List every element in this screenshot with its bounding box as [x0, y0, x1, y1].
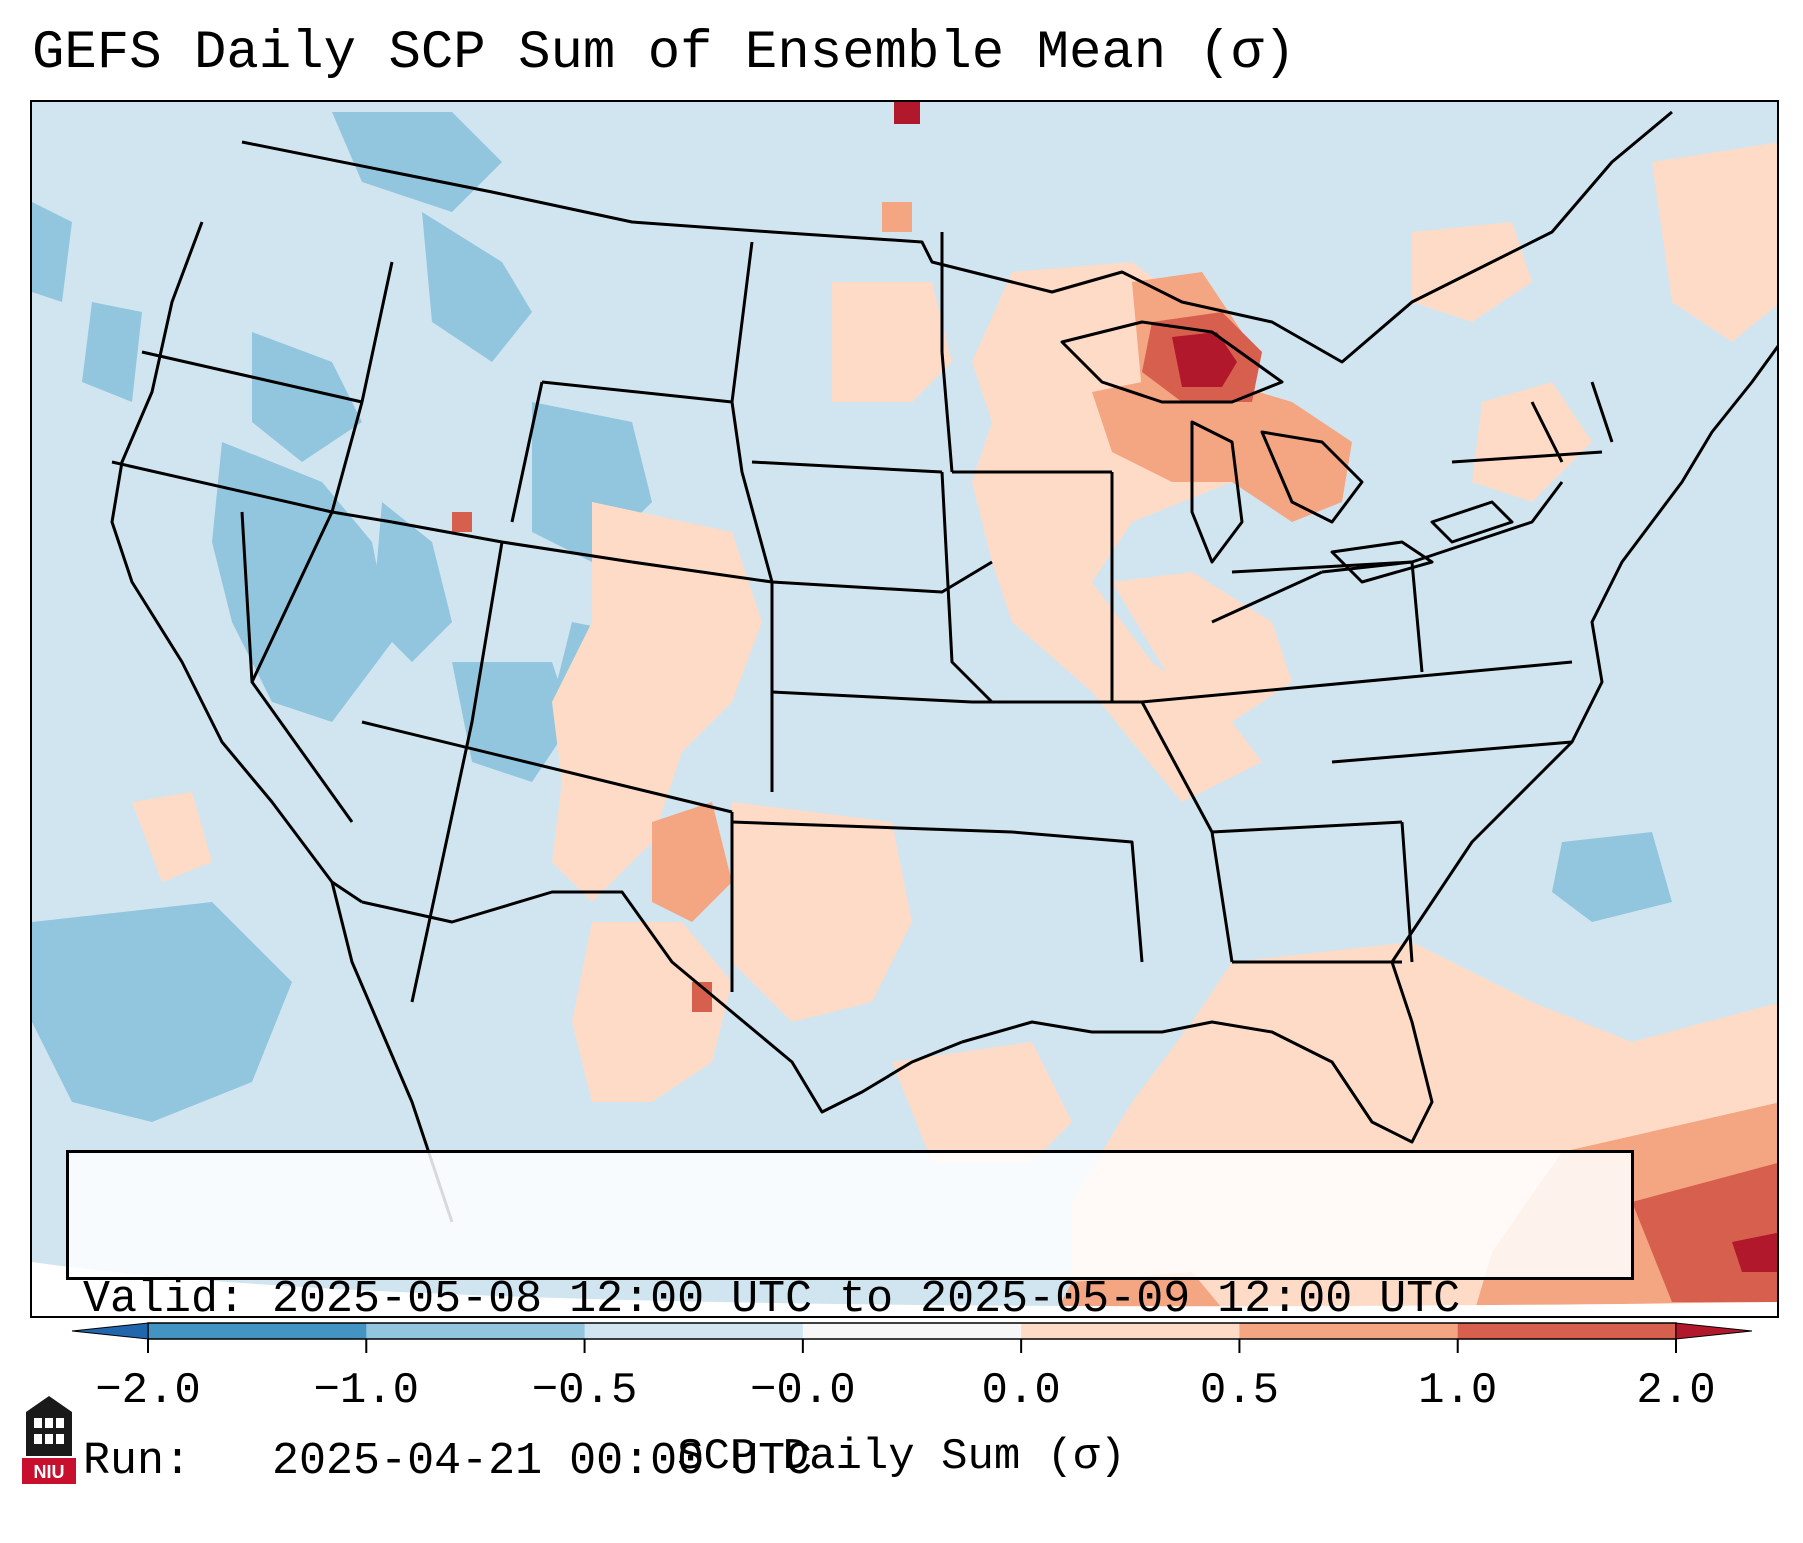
colorbar-high-extend	[1675, 1322, 1752, 1340]
run-row: Run: 2025-04-21 00:00 UTC	[83, 1435, 1617, 1489]
map-title: GEFS Daily SCP Sum of Ensemble Mean (σ)	[32, 23, 1296, 84]
colorbar-segments	[147, 1322, 1677, 1340]
colorbar-segment	[584, 1323, 804, 1339]
valid-row: Valid: 2025-05-08 12:00 UTC to 2025-05-0…	[83, 1273, 1617, 1327]
colorbar	[72, 1322, 1752, 1353]
colorbar-low-extend	[72, 1322, 149, 1340]
logo-text: NIU	[34, 1462, 65, 1482]
colorbar-tick-label: 0.5	[1199, 1366, 1280, 1416]
niu-university-logo: NIU	[22, 1396, 76, 1484]
run-value: 2025-04-21 00:00 UTC	[272, 1436, 813, 1487]
political-boundaries	[110, 110, 1777, 1223]
colorbar-tick-label: −1.0	[313, 1366, 420, 1416]
colorbar-segment	[148, 1323, 367, 1339]
colorbar-ticks	[147, 1339, 1677, 1353]
colorbar-segment	[1239, 1323, 1459, 1339]
colorbar-tick-label: 0.0	[981, 1366, 1061, 1416]
colorbar-tick-label: 2.0	[1636, 1366, 1716, 1416]
extreme-positive-regions	[894, 102, 1777, 1272]
valid-value: 2025-05-08 12:00 UTC to 2025-05-09 12:00…	[272, 1274, 1461, 1325]
colorbar-segment	[1021, 1323, 1240, 1339]
colorbar-segment	[802, 1323, 1022, 1339]
projection-edge	[32, 1262, 1777, 1316]
colorbar-label: SCP Daily Sum (σ)	[677, 1432, 1126, 1482]
valid-run-info-box: Valid: 2025-05-08 12:00 UTC to 2025-05-0…	[66, 1150, 1634, 1487]
map-panel	[30, 100, 1779, 1318]
colorbar-segment	[366, 1323, 586, 1339]
colorbar-tick-label: −0.5	[531, 1366, 638, 1416]
colorbar-tick-label: 1.0	[1418, 1366, 1498, 1416]
colorbar-segment	[1457, 1323, 1677, 1339]
colorbar-tick-label: −0.0	[750, 1366, 856, 1416]
run-label: Run:	[83, 1436, 192, 1487]
colorbar-tick-label: −2.0	[95, 1366, 201, 1416]
valid-label: Valid:	[83, 1274, 246, 1325]
scp-map	[32, 102, 1777, 1316]
